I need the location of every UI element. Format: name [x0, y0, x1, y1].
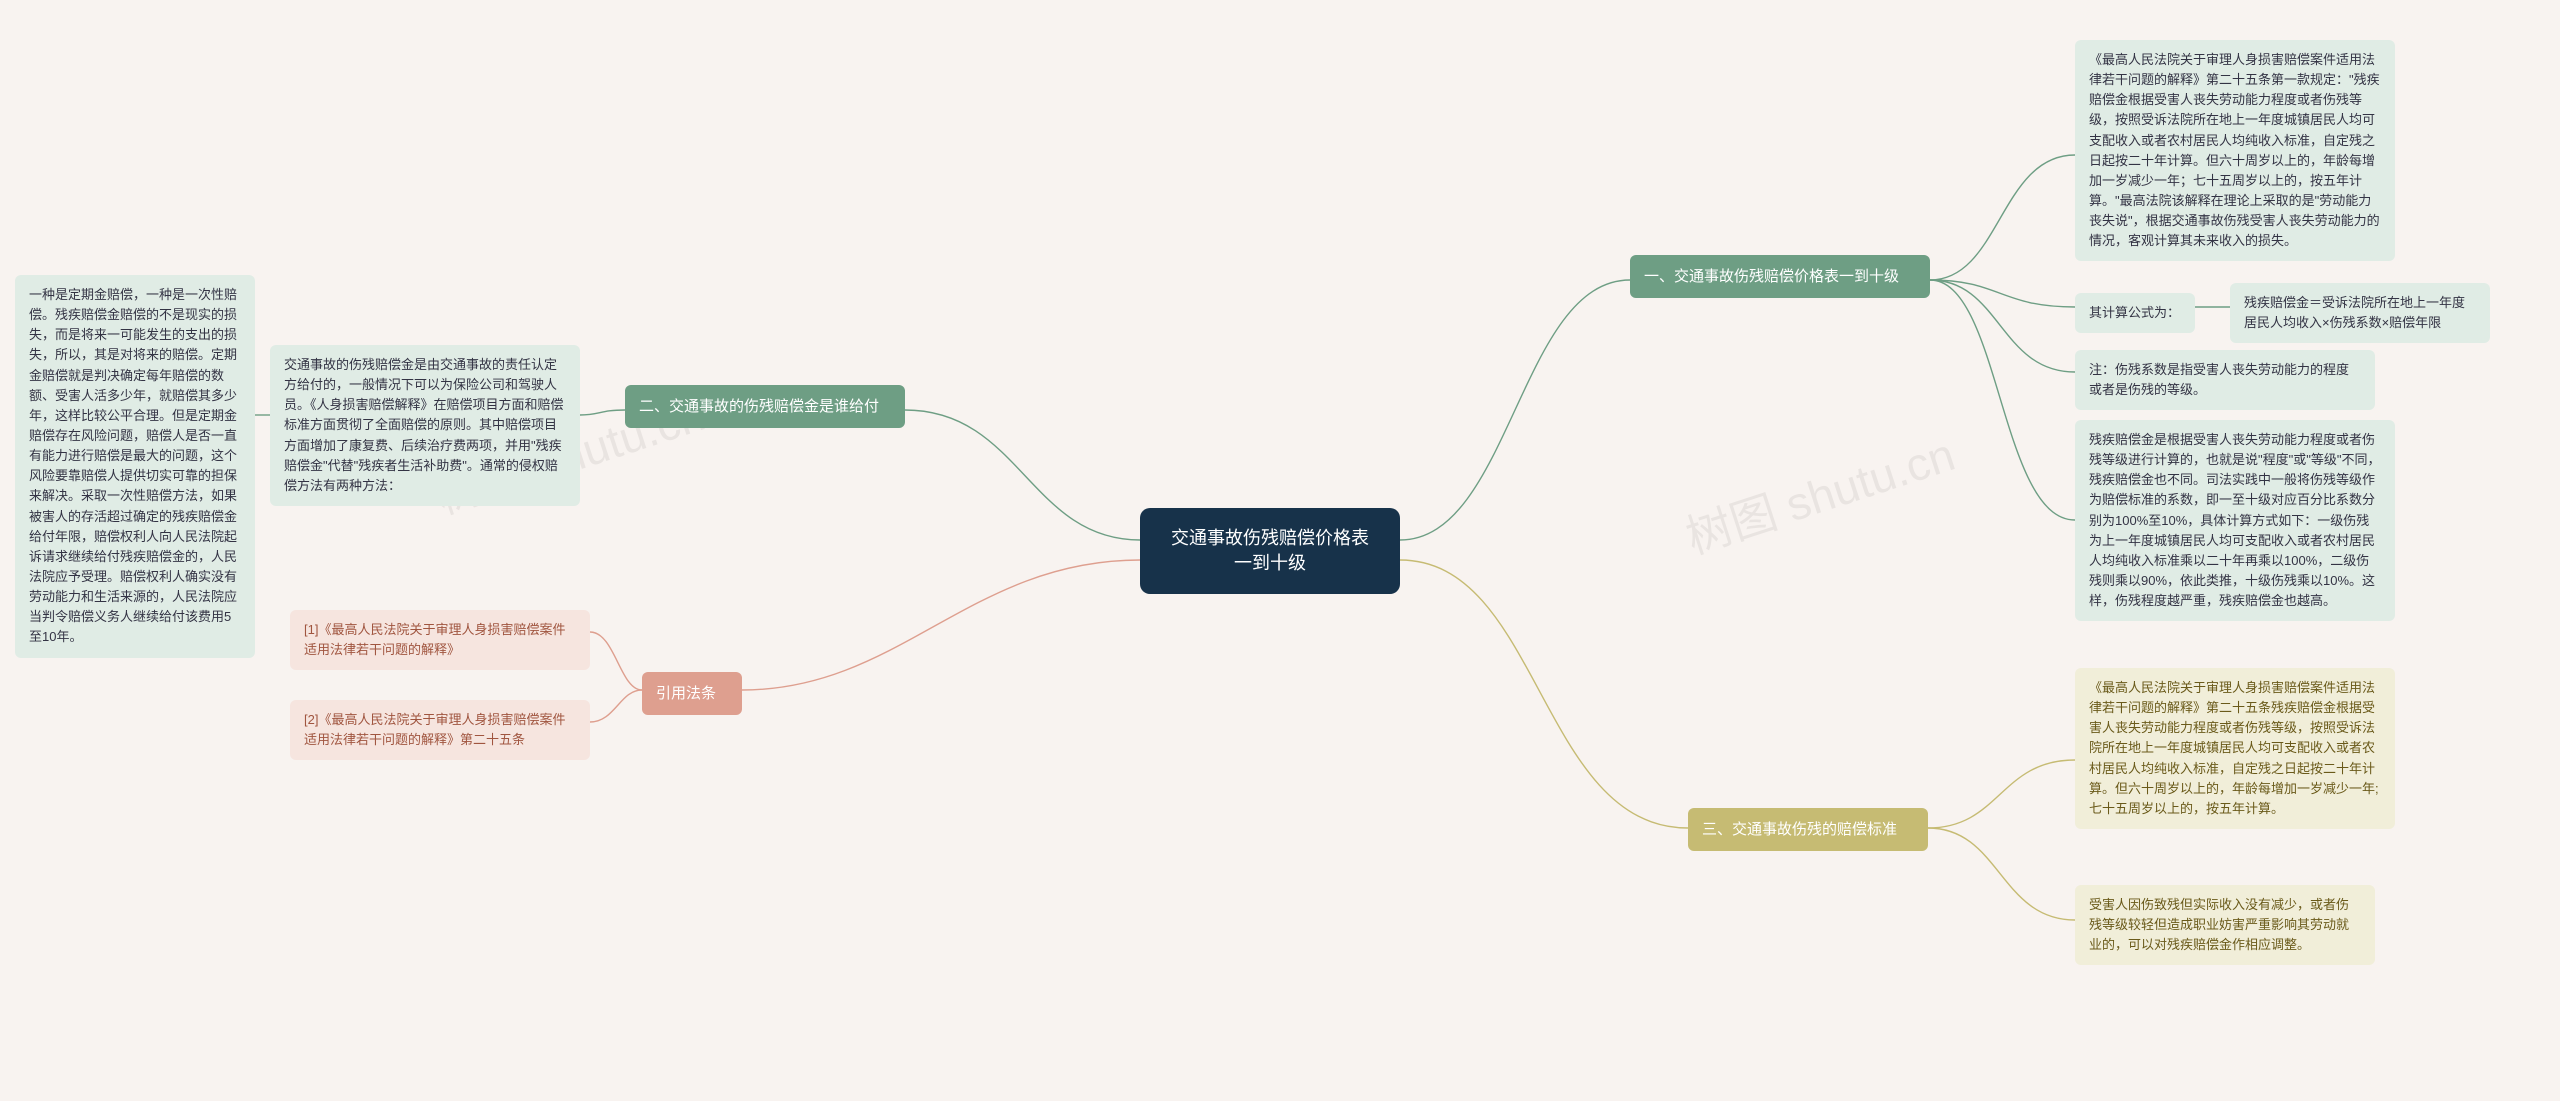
center-topic[interactable]: 交通事故伤残赔偿价格表 一到十级 — [1140, 508, 1400, 594]
branch-2-leaf-a: 交通事故的伤残赔偿金是由交通事故的责任认定方给付的，一般情况下可以为保险公司和驾… — [270, 345, 580, 506]
branch-4-leaf-a: [1]《最高人民法院关于审理人身损害赔偿案件适用法律若干问题的解释》 — [290, 610, 590, 670]
branch-1-leaf-b-label: 其计算公式为： — [2075, 293, 2195, 333]
branch-1[interactable]: 一、交通事故伤残赔偿价格表一到十级 — [1630, 255, 1930, 298]
branch-4[interactable]: 引用法条 — [642, 672, 742, 715]
branch-3-leaf-b: 受害人因伤致残但实际收入没有减少，或者伤残等级较轻但造成职业妨害严重影响其劳动就… — [2075, 885, 2375, 965]
branch-4-leaf-b: [2]《最高人民法院关于审理人身损害赔偿案件适用法律若干问题的解释》第二十五条 — [290, 700, 590, 760]
branch-3-leaf-a: 《最高人民法院关于审理人身损害赔偿案件适用法律若干问题的解释》第二十五条残疾赔偿… — [2075, 668, 2395, 829]
branch-1-leaf-a: 《最高人民法院关于审理人身损害赔偿案件适用法律若干问题的解释》第二十五条第一款规… — [2075, 40, 2395, 261]
center-line1: 交通事故伤残赔偿价格表 — [1171, 528, 1369, 548]
branch-1-leaf-c: 注：伤残系数是指受害人丧失劳动能力的程度或者是伤残的等级。 — [2075, 350, 2375, 410]
center-line2: 一到十级 — [1234, 553, 1306, 573]
watermark-2: 树图 shutu.cn — [1677, 419, 1962, 568]
branch-3[interactable]: 三、交通事故伤残的赔偿标准 — [1688, 808, 1928, 851]
branch-2-leaf-b: 一种是定期金赔偿，一种是一次性赔偿。残疾赔偿金赔偿的不是现实的损失，而是将来一可… — [15, 275, 255, 658]
branch-2[interactable]: 二、交通事故的伤残赔偿金是谁给付 — [625, 385, 905, 428]
branch-1-leaf-d: 残疾赔偿金是根据受害人丧失劳动能力程度或者伤残等级进行计算的，也就是说"程度"或… — [2075, 420, 2395, 621]
branch-1-leaf-b-value: 残疾赔偿金＝受诉法院所在地上一年度居民人均收入×伤残系数×赔偿年限 — [2230, 283, 2490, 343]
